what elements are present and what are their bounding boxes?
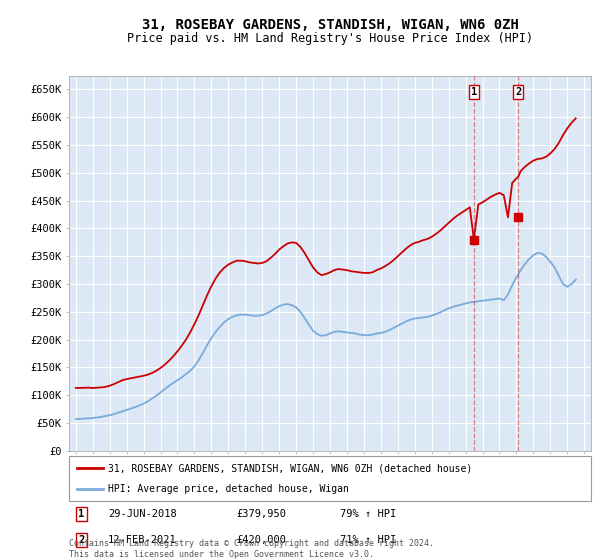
Text: Price paid vs. HM Land Registry's House Price Index (HPI): Price paid vs. HM Land Registry's House … (127, 32, 533, 45)
Text: Contains HM Land Registry data © Crown copyright and database right 2024.
This d: Contains HM Land Registry data © Crown c… (69, 539, 434, 559)
Text: 2: 2 (515, 87, 521, 97)
Text: 71% ↑ HPI: 71% ↑ HPI (340, 535, 397, 545)
Text: 31, ROSEBAY GARDENS, STANDISH, WIGAN, WN6 0ZH: 31, ROSEBAY GARDENS, STANDISH, WIGAN, WN… (142, 18, 518, 32)
Text: £379,950: £379,950 (236, 509, 286, 519)
Text: 2: 2 (79, 535, 85, 545)
Text: 31, ROSEBAY GARDENS, STANDISH, WIGAN, WN6 0ZH (detached house): 31, ROSEBAY GARDENS, STANDISH, WIGAN, WN… (108, 464, 472, 474)
Text: £420,000: £420,000 (236, 535, 286, 545)
Text: HPI: Average price, detached house, Wigan: HPI: Average price, detached house, Wiga… (108, 484, 349, 494)
Text: 1: 1 (471, 87, 477, 97)
Text: 29-JUN-2018: 29-JUN-2018 (108, 509, 177, 519)
Text: 12-FEB-2021: 12-FEB-2021 (108, 535, 177, 545)
Text: 79% ↑ HPI: 79% ↑ HPI (340, 509, 397, 519)
Text: 1: 1 (79, 509, 85, 519)
